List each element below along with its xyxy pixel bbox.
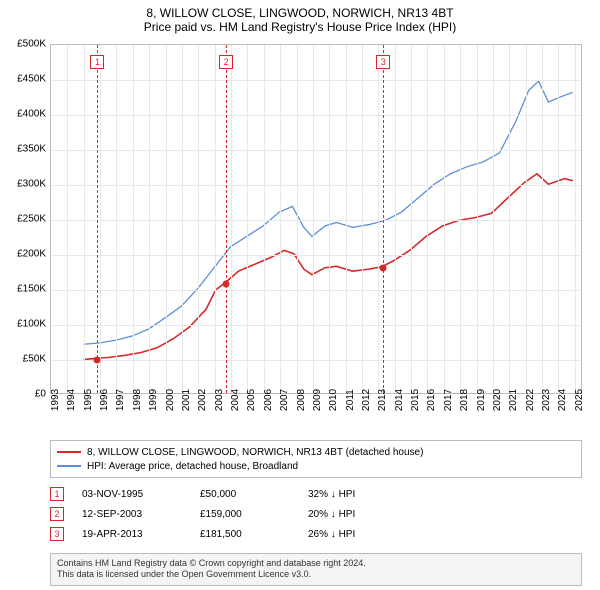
x-tick-label: 2011 [345,389,356,411]
x-tick-label: 2013 [377,389,388,411]
x-tick-label: 2000 [165,389,176,411]
event-price: £181,500 [200,529,290,540]
x-tick-label: 1994 [66,389,77,411]
legend-swatch [57,465,81,467]
y-tick-label: £350K [0,144,46,155]
x-tick-label: 2010 [328,389,339,411]
y-tick-label: £500K [0,39,46,50]
x-tick-label: 2019 [476,389,487,411]
x-tick-label: 2016 [426,389,437,411]
y-tick-label: £250K [0,214,46,225]
legend-label: 8, WILLOW CLOSE, LINGWOOD, NORWICH, NR13… [87,447,423,458]
x-tick-label: 2023 [541,389,552,411]
event-point [380,264,387,271]
x-tick-label: 2024 [557,389,568,411]
x-tick-label: 1998 [132,389,143,411]
event-price: £159,000 [200,509,290,520]
y-tick-label: £450K [0,74,46,85]
x-tick-label: 2005 [246,389,257,411]
event-point [223,280,230,287]
event-price: £50,000 [200,489,290,500]
legend-item: HPI: Average price, detached house, Broa… [57,459,575,473]
x-tick-label: 2009 [312,389,323,411]
legend-item: 8, WILLOW CLOSE, LINGWOOD, NORWICH, NR13… [57,445,575,459]
event-row: 2 12-SEP-2003 £159,000 20% ↓ HPI [50,504,582,524]
event-diff: 26% ↓ HPI [308,529,355,540]
event-date: 19-APR-2013 [82,529,182,540]
x-tick-label: 2018 [459,389,470,411]
event-row: 1 03-NOV-1995 £50,000 32% ↓ HPI [50,484,582,504]
y-tick-label: £100K [0,319,46,330]
x-tick-label: 2004 [230,389,241,411]
series-price_paid [84,174,573,360]
x-tick-label: 2020 [492,389,503,411]
x-tick-label: 2021 [508,389,519,411]
footer-line: This data is licensed under the Open Gov… [57,569,575,581]
event-marker-box: 1 [90,55,104,69]
x-tick-label: 2014 [394,389,405,411]
chart-subtitle: Price paid vs. HM Land Registry's House … [0,20,600,38]
y-tick-label: £400K [0,109,46,120]
attribution-footer: Contains HM Land Registry data © Crown c… [50,553,582,586]
event-num-box: 3 [50,527,64,541]
y-tick-label: £200K [0,249,46,260]
footer-line: Contains HM Land Registry data © Crown c… [57,558,575,570]
legend: 8, WILLOW CLOSE, LINGWOOD, NORWICH, NR13… [50,440,582,478]
event-vline [97,45,98,393]
event-marker-box: 2 [219,55,233,69]
series-hpi [84,81,573,344]
x-tick-label: 2012 [361,389,372,411]
x-tick-label: 2017 [443,389,454,411]
y-tick-label: £50K [0,354,46,365]
event-num-box: 1 [50,487,64,501]
event-point [94,357,101,364]
x-tick-label: 1995 [83,389,94,411]
x-tick-label: 2025 [574,389,585,411]
y-tick-label: £300K [0,179,46,190]
price-chart: 8, WILLOW CLOSE, LINGWOOD, NORWICH, NR13… [0,0,600,590]
x-tick-label: 2007 [279,389,290,411]
x-tick-label: 1999 [148,389,159,411]
x-tick-label: 1996 [99,389,110,411]
event-row: 3 19-APR-2013 £181,500 26% ↓ HPI [50,524,582,544]
event-diff: 32% ↓ HPI [308,489,355,500]
x-tick-label: 2003 [214,389,225,411]
event-date: 03-NOV-1995 [82,489,182,500]
x-tick-label: 2002 [197,389,208,411]
event-diff: 20% ↓ HPI [308,509,355,520]
y-tick-label: £0 [0,389,46,400]
x-tick-label: 2001 [181,389,192,411]
legend-label: HPI: Average price, detached house, Broa… [87,461,298,472]
legend-swatch [57,451,81,453]
x-tick-label: 1993 [50,389,61,411]
event-vline [226,45,227,393]
chart-title: 8, WILLOW CLOSE, LINGWOOD, NORWICH, NR13… [0,0,600,20]
x-tick-label: 2015 [410,389,421,411]
events-table: 1 03-NOV-1995 £50,000 32% ↓ HPI 2 12-SEP-2003… [50,484,582,544]
line-series-svg [51,45,581,393]
x-tick-label: 1997 [115,389,126,411]
event-date: 12-SEP-2003 [82,509,182,520]
event-num-box: 2 [50,507,64,521]
plot-area: 1 2 3 [50,44,582,394]
x-tick-label: 2008 [296,389,307,411]
x-tick-label: 2022 [525,389,536,411]
event-marker-box: 3 [376,55,390,69]
y-tick-label: £150K [0,284,46,295]
x-tick-label: 2006 [263,389,274,411]
event-vline [383,45,384,393]
